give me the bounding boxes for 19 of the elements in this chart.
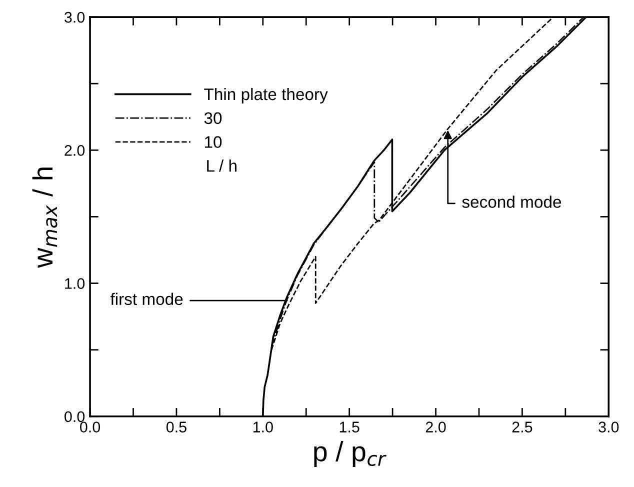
y-tick-label: 0.0 [64,411,85,422]
x-tick-label: 0.0 [80,422,100,432]
legend-label: 10 [205,136,222,148]
y-axis-title: w$_{max}$ / h [32,168,58,268]
x-tick-label: 1.5 [340,422,360,432]
annotation: first mode [110,292,183,306]
y-tick-label: 3.0 [64,12,85,23]
annotation: second mode [462,196,562,208]
legend-label: 30 [204,112,222,124]
x-axis-title: p / p$_{cr}$ [314,441,386,467]
y-tick-label: 1.0 [65,278,85,289]
legend-label: Thin plate theory [204,88,328,104]
legend-title: L / h [207,160,236,172]
x-tick-label: 3.0 [598,422,619,432]
y-tick-label: 2.0 [64,145,85,156]
x-tick-label: 2.5 [512,422,532,432]
x-tick-label: 1.0 [253,422,273,432]
x-tick-label: 2.0 [426,422,446,432]
x-tick-label: 0.5 [166,422,186,432]
